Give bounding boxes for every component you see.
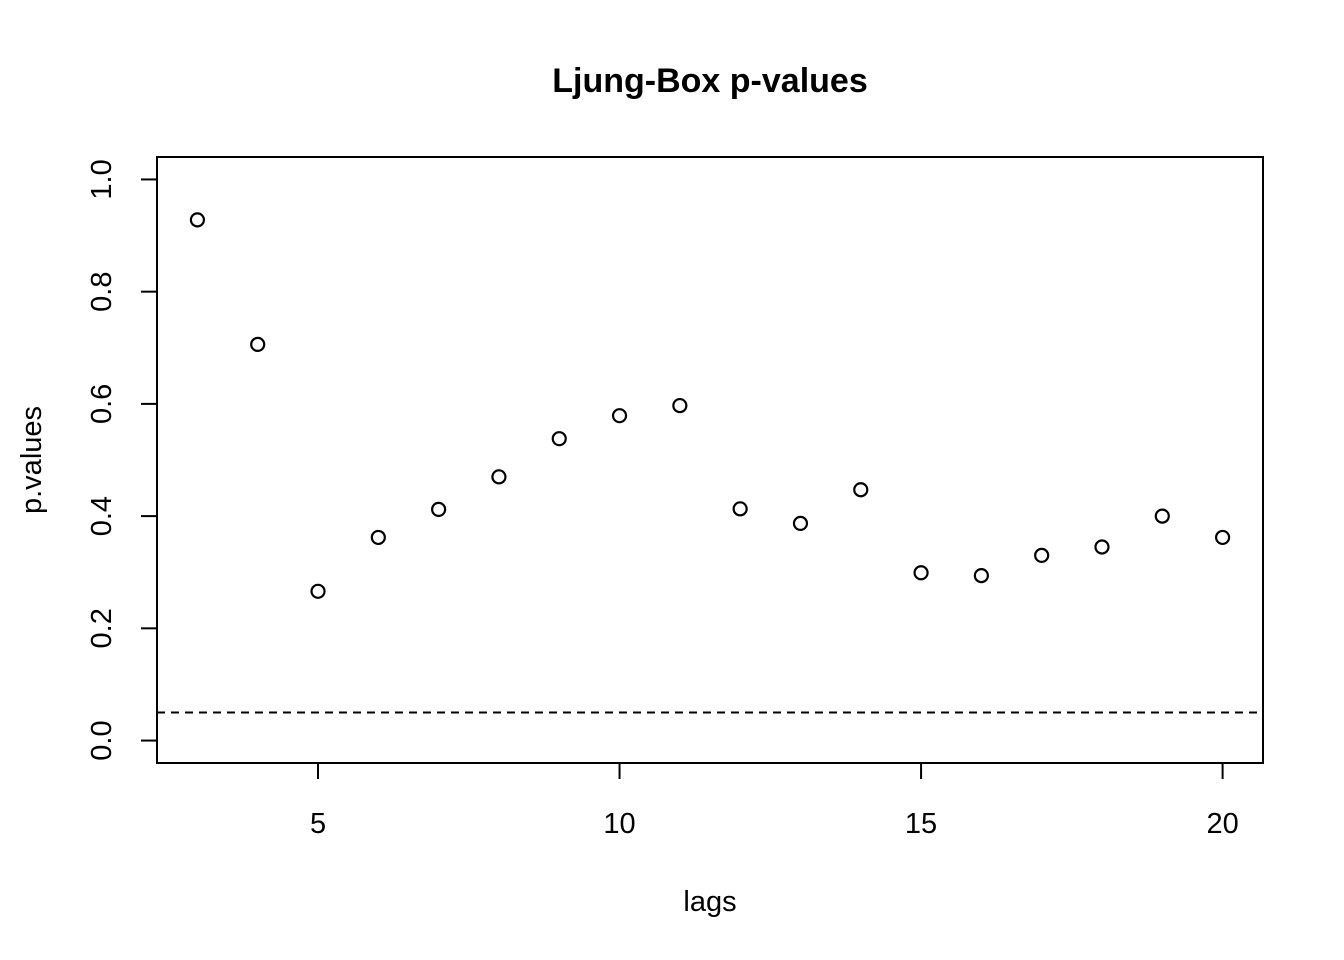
data-point	[732, 501, 748, 517]
data-point	[672, 397, 688, 414]
x-tick-label: 5	[310, 808, 326, 840]
data-point	[551, 431, 567, 447]
data-point	[973, 567, 989, 584]
data-point	[250, 336, 266, 353]
data-points	[189, 212, 1231, 599]
x-tick-label: 10	[603, 808, 635, 840]
y-tick-label: 0.8	[86, 272, 118, 312]
data-point	[853, 482, 869, 498]
x-tick-label: 15	[905, 808, 937, 840]
data-point	[431, 501, 447, 517]
data-point	[1034, 547, 1050, 563]
y-tick-label: 0.0	[86, 720, 118, 760]
y-tick-label: 0.2	[86, 608, 118, 648]
data-point	[1214, 529, 1231, 546]
y-axis: 0.0 0.2 0.4 0.6 0.8 1.0	[86, 159, 158, 761]
y-axis-label: p.values	[16, 406, 48, 514]
chart-title: Ljung-Box p-values	[552, 62, 867, 100]
x-axis: 5 10 15 20	[310, 762, 1239, 840]
data-point	[189, 212, 206, 228]
data-point	[1094, 539, 1110, 555]
x-tick-label: 20	[1206, 808, 1238, 840]
data-point	[611, 408, 628, 424]
data-point	[491, 469, 507, 485]
y-tick-label: 0.4	[86, 496, 118, 536]
y-tick-label: 0.6	[86, 384, 118, 424]
x-axis-label: lags	[683, 886, 736, 918]
y-tick-label: 1.0	[86, 159, 118, 199]
data-point	[370, 529, 386, 546]
data-point	[792, 515, 809, 532]
data-point	[310, 583, 326, 599]
plot-frame	[156, 156, 1264, 764]
data-point	[1154, 508, 1170, 524]
data-point	[913, 565, 929, 581]
